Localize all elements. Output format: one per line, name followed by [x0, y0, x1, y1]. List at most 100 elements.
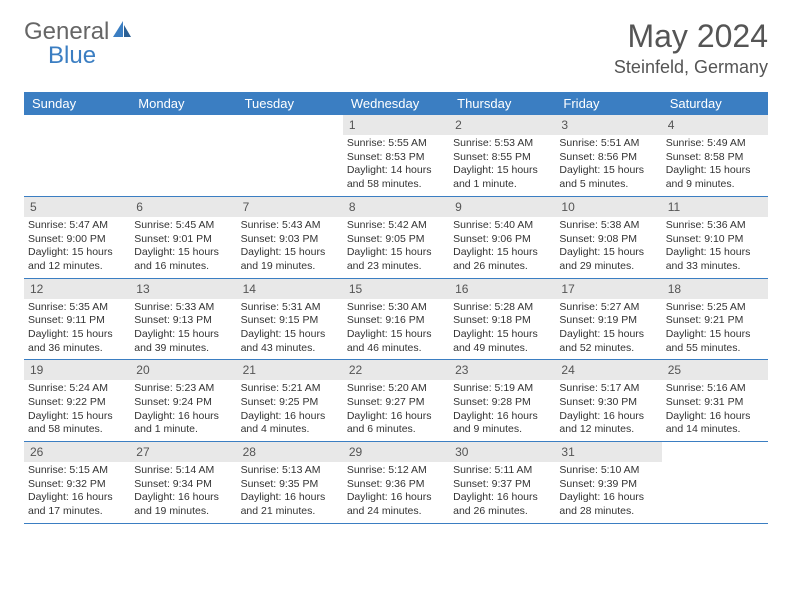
- sunrise-text: Sunrise: 5:35 AM: [28, 301, 126, 315]
- title-block: May 2024 Steinfeld, Germany: [614, 18, 768, 78]
- sunset-text: Sunset: 9:08 PM: [559, 233, 657, 247]
- day-body: Sunrise: 5:33 AMSunset: 9:13 PMDaylight:…: [130, 299, 236, 360]
- day-cell: 17Sunrise: 5:27 AMSunset: 9:19 PMDayligh…: [555, 279, 661, 360]
- day-cell: 1Sunrise: 5:55 AMSunset: 8:53 PMDaylight…: [343, 115, 449, 196]
- day-body: Sunrise: 5:51 AMSunset: 8:56 PMDaylight:…: [555, 135, 661, 196]
- week-row: 12Sunrise: 5:35 AMSunset: 9:11 PMDayligh…: [24, 279, 768, 361]
- day-number: 15: [343, 279, 449, 299]
- daylight-text: Daylight: 15 hours and 49 minutes.: [453, 328, 551, 355]
- sunrise-text: Sunrise: 5:55 AM: [347, 137, 445, 151]
- sunset-text: Sunset: 9:06 PM: [453, 233, 551, 247]
- daylight-text: Daylight: 15 hours and 55 minutes.: [666, 328, 764, 355]
- daylight-text: Daylight: 15 hours and 5 minutes.: [559, 164, 657, 191]
- day-body: Sunrise: 5:38 AMSunset: 9:08 PMDaylight:…: [555, 217, 661, 278]
- sunrise-text: Sunrise: 5:15 AM: [28, 464, 126, 478]
- day-number: 22: [343, 360, 449, 380]
- daylight-text: Daylight: 16 hours and 19 minutes.: [134, 491, 232, 518]
- day-cell: 10Sunrise: 5:38 AMSunset: 9:08 PMDayligh…: [555, 197, 661, 278]
- day-cell: 9Sunrise: 5:40 AMSunset: 9:06 PMDaylight…: [449, 197, 555, 278]
- day-cell: 13Sunrise: 5:33 AMSunset: 9:13 PMDayligh…: [130, 279, 236, 360]
- sunset-text: Sunset: 9:36 PM: [347, 478, 445, 492]
- day-cell: 4Sunrise: 5:49 AMSunset: 8:58 PMDaylight…: [662, 115, 768, 196]
- daylight-text: Daylight: 16 hours and 17 minutes.: [28, 491, 126, 518]
- sunset-text: Sunset: 9:28 PM: [453, 396, 551, 410]
- day-number: 27: [130, 442, 236, 462]
- day-cell: 18Sunrise: 5:25 AMSunset: 9:21 PMDayligh…: [662, 279, 768, 360]
- day-body: Sunrise: 5:45 AMSunset: 9:01 PMDaylight:…: [130, 217, 236, 278]
- day-cell: [24, 115, 130, 196]
- day-body: Sunrise: 5:17 AMSunset: 9:30 PMDaylight:…: [555, 380, 661, 441]
- day-body: Sunrise: 5:27 AMSunset: 9:19 PMDaylight:…: [555, 299, 661, 360]
- day-cell: 25Sunrise: 5:16 AMSunset: 9:31 PMDayligh…: [662, 360, 768, 441]
- day-number: 14: [237, 279, 343, 299]
- daylight-text: Daylight: 15 hours and 9 minutes.: [666, 164, 764, 191]
- sunrise-text: Sunrise: 5:36 AM: [666, 219, 764, 233]
- day-body: Sunrise: 5:30 AMSunset: 9:16 PMDaylight:…: [343, 299, 449, 360]
- header: General May 2024 Steinfeld, Germany: [24, 18, 768, 78]
- day-body: Sunrise: 5:43 AMSunset: 9:03 PMDaylight:…: [237, 217, 343, 278]
- sunrise-text: Sunrise: 5:31 AM: [241, 301, 339, 315]
- sunrise-text: Sunrise: 5:16 AM: [666, 382, 764, 396]
- day-cell: 22Sunrise: 5:20 AMSunset: 9:27 PMDayligh…: [343, 360, 449, 441]
- day-body: Sunrise: 5:12 AMSunset: 9:36 PMDaylight:…: [343, 462, 449, 523]
- day-number: 25: [662, 360, 768, 380]
- sunrise-text: Sunrise: 5:47 AM: [28, 219, 126, 233]
- weekday-header: Tuesday: [237, 92, 343, 115]
- day-cell: [237, 115, 343, 196]
- sunset-text: Sunset: 9:25 PM: [241, 396, 339, 410]
- day-cell: [130, 115, 236, 196]
- day-body: Sunrise: 5:24 AMSunset: 9:22 PMDaylight:…: [24, 380, 130, 441]
- day-body: Sunrise: 5:40 AMSunset: 9:06 PMDaylight:…: [449, 217, 555, 278]
- sunset-text: Sunset: 9:16 PM: [347, 314, 445, 328]
- day-number: 7: [237, 197, 343, 217]
- week-row: 26Sunrise: 5:15 AMSunset: 9:32 PMDayligh…: [24, 442, 768, 524]
- weekday-header: Monday: [130, 92, 236, 115]
- sunset-text: Sunset: 9:30 PM: [559, 396, 657, 410]
- day-cell: 24Sunrise: 5:17 AMSunset: 9:30 PMDayligh…: [555, 360, 661, 441]
- day-cell: 23Sunrise: 5:19 AMSunset: 9:28 PMDayligh…: [449, 360, 555, 441]
- day-number: 21: [237, 360, 343, 380]
- sunset-text: Sunset: 9:32 PM: [28, 478, 126, 492]
- day-cell: [662, 442, 768, 523]
- sunrise-text: Sunrise: 5:45 AM: [134, 219, 232, 233]
- sunrise-text: Sunrise: 5:20 AM: [347, 382, 445, 396]
- weekday-header: Saturday: [662, 92, 768, 115]
- day-number: 6: [130, 197, 236, 217]
- daylight-text: Daylight: 16 hours and 9 minutes.: [453, 410, 551, 437]
- day-cell: 6Sunrise: 5:45 AMSunset: 9:01 PMDaylight…: [130, 197, 236, 278]
- day-number: 12: [24, 279, 130, 299]
- sunrise-text: Sunrise: 5:33 AM: [134, 301, 232, 315]
- daylight-text: Daylight: 16 hours and 1 minute.: [134, 410, 232, 437]
- day-number: 2: [449, 115, 555, 135]
- sunset-text: Sunset: 9:11 PM: [28, 314, 126, 328]
- day-number: 28: [237, 442, 343, 462]
- day-cell: 27Sunrise: 5:14 AMSunset: 9:34 PMDayligh…: [130, 442, 236, 523]
- daylight-text: Daylight: 15 hours and 36 minutes.: [28, 328, 126, 355]
- day-number: 16: [449, 279, 555, 299]
- sunset-text: Sunset: 8:55 PM: [453, 151, 551, 165]
- daylight-text: Daylight: 15 hours and 46 minutes.: [347, 328, 445, 355]
- sunrise-text: Sunrise: 5:23 AM: [134, 382, 232, 396]
- sunrise-text: Sunrise: 5:21 AM: [241, 382, 339, 396]
- day-cell: 5Sunrise: 5:47 AMSunset: 9:00 PMDaylight…: [24, 197, 130, 278]
- day-body: Sunrise: 5:20 AMSunset: 9:27 PMDaylight:…: [343, 380, 449, 441]
- day-number: 24: [555, 360, 661, 380]
- daylight-text: Daylight: 15 hours and 58 minutes.: [28, 410, 126, 437]
- day-cell: 7Sunrise: 5:43 AMSunset: 9:03 PMDaylight…: [237, 197, 343, 278]
- sunset-text: Sunset: 9:24 PM: [134, 396, 232, 410]
- sunrise-text: Sunrise: 5:53 AM: [453, 137, 551, 151]
- daylight-text: Daylight: 16 hours and 4 minutes.: [241, 410, 339, 437]
- day-cell: 8Sunrise: 5:42 AMSunset: 9:05 PMDaylight…: [343, 197, 449, 278]
- sunrise-text: Sunrise: 5:43 AM: [241, 219, 339, 233]
- sunset-text: Sunset: 9:00 PM: [28, 233, 126, 247]
- day-cell: 26Sunrise: 5:15 AMSunset: 9:32 PMDayligh…: [24, 442, 130, 523]
- daylight-text: Daylight: 15 hours and 39 minutes.: [134, 328, 232, 355]
- day-cell: 14Sunrise: 5:31 AMSunset: 9:15 PMDayligh…: [237, 279, 343, 360]
- weekday-header: Sunday: [24, 92, 130, 115]
- calendar: Sunday Monday Tuesday Wednesday Thursday…: [24, 92, 768, 524]
- sunrise-text: Sunrise: 5:25 AM: [666, 301, 764, 315]
- daylight-text: Daylight: 15 hours and 12 minutes.: [28, 246, 126, 273]
- day-number: 1: [343, 115, 449, 135]
- day-cell: 16Sunrise: 5:28 AMSunset: 9:18 PMDayligh…: [449, 279, 555, 360]
- sunrise-text: Sunrise: 5:17 AM: [559, 382, 657, 396]
